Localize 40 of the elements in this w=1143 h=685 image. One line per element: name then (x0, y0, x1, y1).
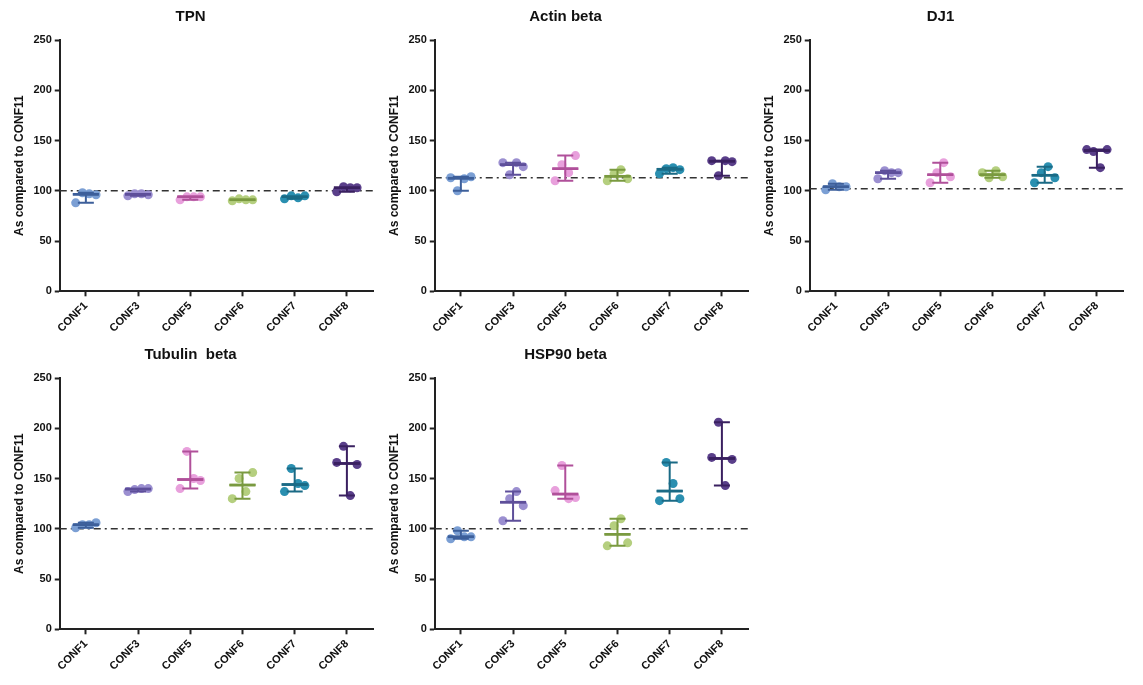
y-tick-label: 0 (420, 284, 427, 297)
y-tick-label: 250 (408, 33, 427, 46)
y-tick-label: 200 (408, 83, 427, 96)
y-tick-label: 150 (783, 133, 802, 146)
y-tick-label: 150 (33, 133, 52, 146)
y-tick-label: 100 (408, 521, 427, 534)
y-axis-title: As compared to CONF11 (386, 94, 401, 236)
y-tick-label: 100 (33, 183, 52, 196)
y-tick-label: 250 (783, 33, 802, 46)
chart-title: HSP90 beta (524, 345, 608, 363)
chart-title: Tubulin beta (144, 345, 238, 363)
y-tick-label: 50 (39, 234, 52, 247)
y-tick-label: 0 (420, 622, 427, 635)
y-tick-label: 250 (33, 371, 52, 384)
chart-title: TPN (175, 7, 206, 25)
y-tick-label: 150 (33, 471, 52, 484)
y-tick-label: 250 (408, 371, 427, 384)
y-tick-label: 50 (414, 234, 427, 247)
y-tick-label: 100 (33, 521, 52, 534)
y-axis-title: As compared to CONF11 (11, 94, 26, 236)
y-tick-label: 100 (783, 183, 802, 196)
chart-title: Actin beta (529, 7, 603, 25)
y-tick-label: 200 (33, 421, 52, 434)
y-tick-label: 200 (33, 83, 52, 96)
y-tick-label: 50 (789, 234, 802, 247)
y-tick-label: 50 (39, 572, 52, 585)
chart-title: DJ1 (926, 7, 955, 25)
y-tick-label: 0 (45, 622, 52, 635)
y-axis-title: As compared to CONF11 (386, 432, 401, 574)
y-tick-label: 150 (408, 471, 427, 484)
y-tick-label: 200 (408, 421, 427, 434)
y-tick-label: 0 (795, 284, 802, 297)
y-tick-label: 200 (783, 83, 802, 96)
y-tick-label: 250 (33, 33, 52, 46)
y-tick-label: 150 (408, 133, 427, 146)
y-tick-label: 100 (408, 183, 427, 196)
y-tick-label: 0 (45, 284, 52, 297)
y-tick-label: 50 (414, 572, 427, 585)
y-axis-title: As compared to CONF11 (761, 94, 776, 236)
y-axis-title: As compared to CONF11 (11, 432, 26, 574)
